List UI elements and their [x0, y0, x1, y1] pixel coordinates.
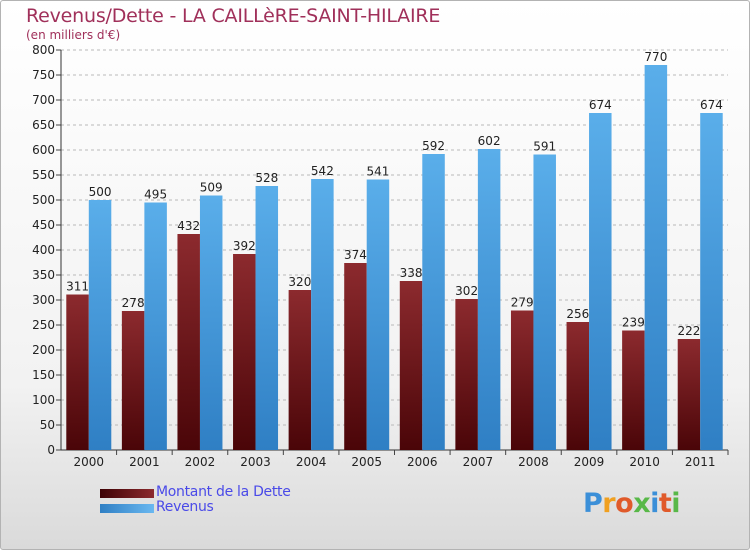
data-label-dette: 338: [400, 266, 423, 280]
x-tick-label: 2001: [129, 455, 160, 469]
data-label-revenus: 509: [200, 181, 223, 195]
data-label-revenus: 591: [533, 140, 556, 154]
x-tick-label: 2007: [463, 455, 494, 469]
data-labels: 311 500 278 495 432 509 392 528 320 542 374 541 338 5…: [66, 50, 723, 338]
bar-revenus: [644, 65, 668, 450]
x-tick-label: 2009: [574, 455, 605, 469]
axes: 0 50 100 150 200 250 300 350 400 450 500 550 600 650 7…: [32, 43, 729, 469]
logo-letter: o: [615, 488, 634, 519]
data-label-dette: 278: [122, 296, 145, 310]
x-tick-label: 2002: [185, 455, 216, 469]
bar-revenus: [477, 149, 501, 450]
data-label-dette: 302: [455, 284, 478, 298]
chart-subtitle: (en milliers d'€): [26, 28, 121, 42]
y-tick-label: 100: [32, 393, 55, 407]
bar-revenus: [311, 179, 334, 450]
x-tick-label: 2004: [296, 455, 327, 469]
legend-label-dette: Montant de la Dette: [156, 484, 291, 500]
bar-dette: [622, 330, 645, 450]
logo-letter: t: [658, 488, 672, 519]
chart-title: Revenus/Dette - LA CAILLèRE-SAINT-HILAIR…: [26, 5, 441, 27]
data-label-dette: 239: [622, 316, 645, 330]
bar-revenus: [533, 154, 556, 450]
data-label-dette: 320: [288, 275, 311, 289]
bar-dette: [233, 254, 256, 450]
data-label-revenus: 500: [89, 185, 112, 199]
bar-dette: [566, 322, 590, 450]
bars: [66, 65, 723, 450]
bar-revenus: [199, 195, 223, 450]
legend-swatch-revenus: [100, 504, 154, 513]
x-tick-label: 2003: [240, 455, 271, 469]
data-label-revenus: 674: [700, 98, 723, 112]
bar-revenus: [589, 113, 612, 450]
bar-dette: [399, 281, 423, 450]
bar-dette: [177, 234, 200, 450]
bar-dette: [344, 263, 367, 450]
data-label-dette: 432: [177, 219, 200, 233]
x-tick-label: 2011: [685, 455, 716, 469]
y-tick-label: 450: [32, 218, 55, 232]
bar-dette: [66, 294, 89, 450]
logo-letter: r: [602, 488, 616, 519]
logo-letter: x: [633, 488, 651, 519]
y-tick-label: 550: [32, 168, 55, 182]
logo-letter: i: [650, 488, 659, 519]
data-label-revenus: 602: [478, 134, 501, 148]
data-label-revenus: 495: [144, 188, 167, 202]
bar-revenus: [144, 202, 167, 450]
x-tick-label: 2010: [629, 455, 660, 469]
data-label-dette: 256: [566, 307, 589, 321]
data-label-dette: 392: [233, 239, 256, 253]
y-tick-label: 750: [32, 68, 55, 82]
x-tick-label: 2008: [518, 455, 549, 469]
x-tick-label: 2006: [407, 455, 438, 469]
data-label-revenus: 770: [644, 50, 667, 64]
data-label-dette: 374: [344, 248, 367, 262]
logo-letter: P: [583, 488, 603, 519]
y-tick-label: 50: [40, 418, 55, 432]
y-tick-label: 350: [32, 268, 55, 282]
legend-swatch-dette: [100, 489, 154, 498]
bar-dette: [121, 311, 145, 450]
bar-revenus: [422, 154, 445, 450]
data-label-revenus: 528: [255, 171, 278, 185]
y-tick-label: 400: [32, 243, 55, 257]
y-tick-label: 500: [32, 193, 55, 207]
bar-dette: [677, 339, 701, 450]
bar-revenus: [366, 179, 390, 450]
y-tick-label: 600: [32, 143, 55, 157]
y-tick-label: 200: [32, 343, 55, 357]
data-label-revenus: 542: [311, 164, 334, 178]
data-label-dette: 279: [511, 296, 534, 310]
y-tick-label: 700: [32, 93, 55, 107]
bar-revenus: [255, 186, 279, 450]
data-label-dette: 222: [678, 324, 701, 338]
data-label-dette: 311: [66, 280, 89, 294]
data-label-revenus: 674: [589, 98, 612, 112]
y-tick-label: 150: [32, 368, 55, 382]
x-tick-label: 2000: [74, 455, 105, 469]
bar-revenus: [700, 113, 723, 450]
data-label-revenus: 592: [422, 139, 445, 153]
bar-dette: [455, 299, 478, 450]
legend-label-revenus: Revenus: [156, 499, 214, 515]
proxiti-logo[interactable]: Proxiti: [583, 488, 681, 519]
y-tick-label: 800: [32, 43, 55, 57]
data-label-revenus: 541: [367, 165, 390, 179]
y-tick-label: 300: [32, 293, 55, 307]
y-tick-label: 250: [32, 318, 55, 332]
x-tick-label: 2005: [351, 455, 382, 469]
logo-letter: i: [671, 488, 681, 519]
y-tick-label: 0: [47, 443, 55, 457]
y-tick-label: 650: [32, 118, 55, 132]
bar-revenus: [88, 200, 112, 450]
bar-dette: [288, 290, 312, 450]
bar-dette: [510, 310, 534, 450]
